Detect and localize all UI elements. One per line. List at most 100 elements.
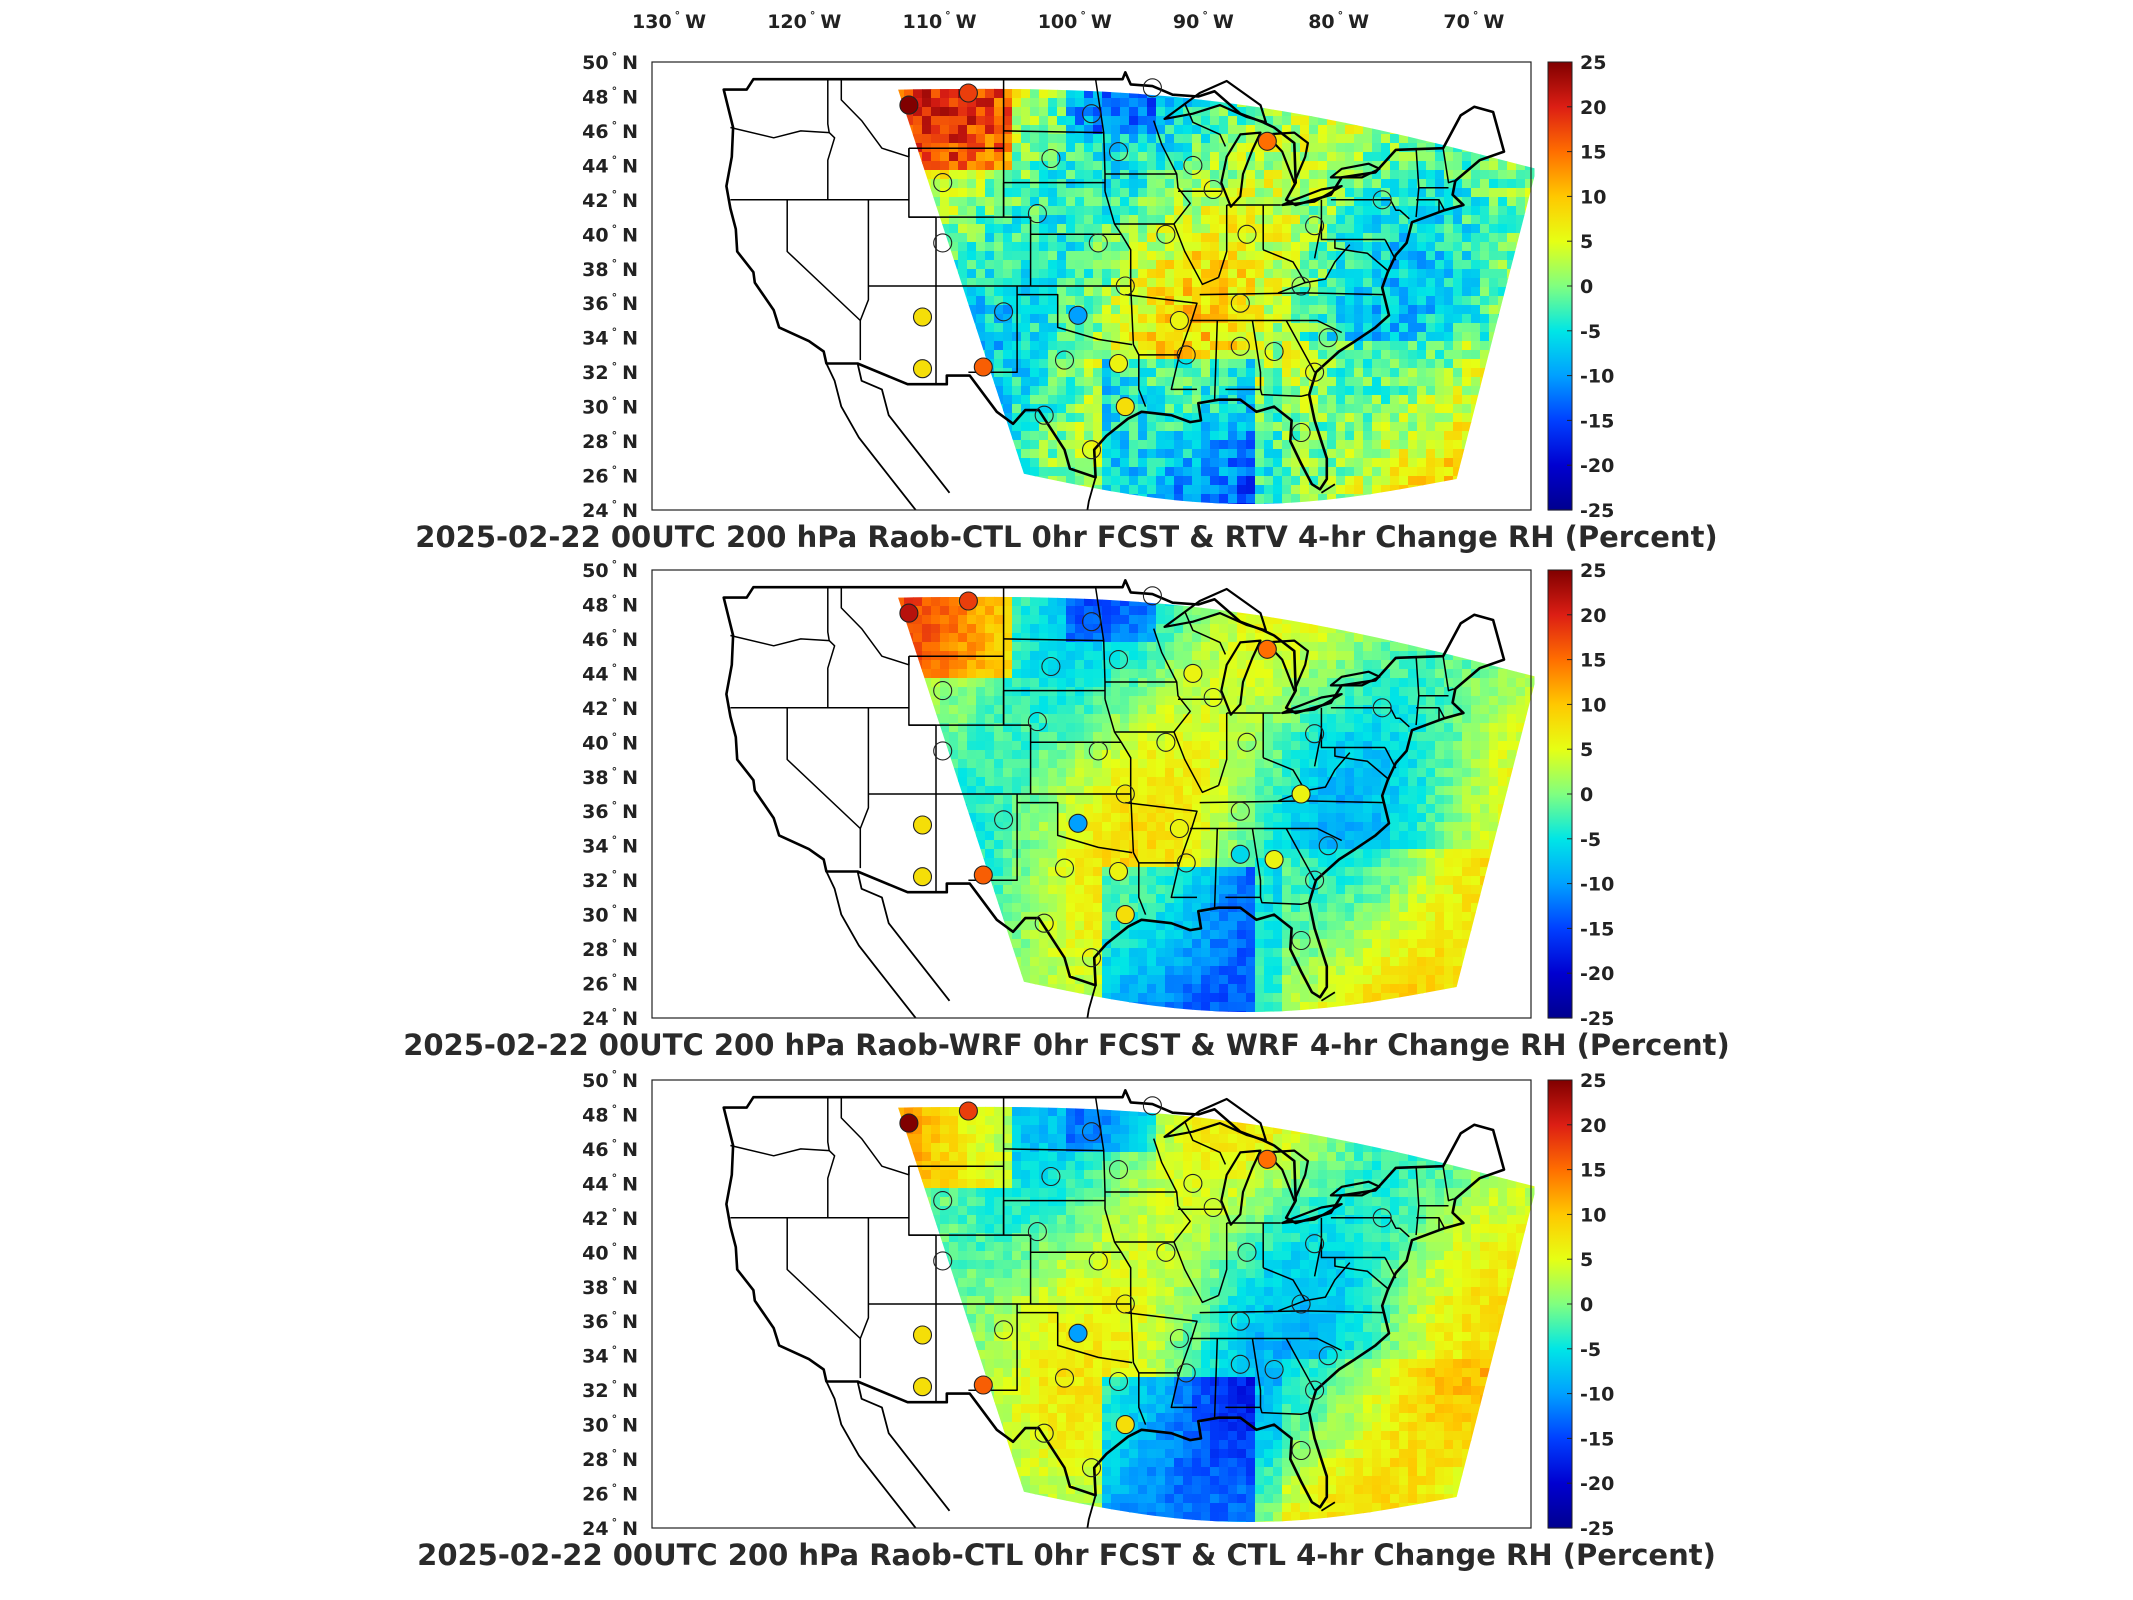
state-border (1305, 1262, 1351, 1302)
colorbar-tick-label: 25 (1580, 1070, 1606, 1092)
great-lake (1220, 639, 1262, 716)
great-lake (1329, 1180, 1381, 1197)
station-marker (912, 359, 933, 379)
station-marker (1257, 1149, 1277, 1169)
station-marker (1108, 861, 1129, 882)
station-marker (1108, 142, 1129, 162)
coastline (825, 871, 917, 1018)
map-panel-1: 50 ° N 48 ° N 46 ° N 44 ° N 42 ° N 40 ° N 38 ° N 36 ° N 34 ° N 32 ° N… (582, 50, 1614, 522)
station-marker (1372, 698, 1392, 718)
state-border (1285, 1338, 1316, 1391)
lat-tick-label: 28 ° N (582, 937, 638, 961)
station-marker (1088, 233, 1108, 253)
station-marker (1291, 1294, 1311, 1314)
station-marker (1156, 732, 1176, 752)
lon-tick-label: 90 ° W (1173, 9, 1234, 33)
state-border (786, 707, 862, 869)
state-border (1017, 293, 1133, 346)
station-marker (1027, 1222, 1047, 1242)
state-border (1173, 1241, 1219, 1304)
state-border (1225, 320, 1262, 391)
state-border (1094, 1097, 1106, 1210)
state-border (1125, 1311, 1198, 1409)
great-lake (1281, 1203, 1343, 1225)
coastline (856, 1381, 951, 1512)
state-border (1262, 249, 1306, 294)
station-marker (958, 1101, 978, 1121)
lat-tick-label: 48 ° N (582, 593, 638, 617)
state-border (1125, 801, 1198, 899)
map-panel-3: 50 ° N 48 ° N 46 ° N 44 ° N 42 ° N 40 ° N 38 ° N 36 ° N 34 ° N 32 ° N… (582, 1068, 1614, 1540)
state-border (1217, 205, 1228, 278)
station-marker (1142, 78, 1162, 98)
coastline (856, 871, 951, 1002)
state-border (1213, 828, 1219, 908)
station-marker (933, 1251, 953, 1271)
colorbar-tick-label: -20 (1580, 963, 1614, 985)
colorbar-tick-label: 10 (1580, 1204, 1606, 1226)
state-border (1173, 223, 1219, 286)
colorbar: 25 20 15 10 5 0 -5 -10 -15 -20 -25 (1547, 1070, 1614, 1540)
station-marker (1183, 155, 1203, 175)
state-border (1104, 698, 1132, 794)
station-marker (1291, 276, 1311, 296)
station-marker (1115, 1294, 1135, 1314)
station-marker (1264, 849, 1284, 870)
station-marker (1108, 1371, 1129, 1392)
station-marker (1183, 1173, 1203, 1193)
station-marker (994, 1320, 1014, 1340)
colorbar-tick-label: -10 (1580, 366, 1614, 388)
lat-tick-label: 28 ° N (582, 1447, 638, 1471)
country-outline (722, 579, 1506, 999)
station-marker (912, 815, 933, 835)
state-border (1305, 244, 1351, 284)
station-marker (1372, 1208, 1392, 1228)
great-lake (1281, 185, 1343, 207)
lat-tick-label: 38 ° N (582, 765, 638, 789)
lat-tick-label: 36 ° N (582, 1309, 638, 1333)
colorbar-tick-label: -25 (1580, 1518, 1614, 1540)
station-marker (1257, 131, 1277, 151)
station-marker (1264, 341, 1284, 362)
lat-tick-label: 48 ° N (582, 1103, 638, 1127)
state-border (1104, 190, 1132, 286)
station-marker (912, 867, 933, 887)
station-marker (1176, 853, 1196, 873)
state-border (1305, 752, 1351, 792)
great-lake (1264, 639, 1309, 692)
station-marker (1318, 328, 1338, 348)
lat-tick-label: 24 ° N (582, 498, 638, 522)
panel-title-2: 2025-02-22 00UTC 200 hPa Raob-WRF 0hr FC… (403, 1028, 1730, 1062)
state-border (1094, 79, 1106, 192)
lat-tick-label: 24 ° N (582, 1516, 638, 1540)
lat-tick-label: 26 ° N (582, 464, 638, 488)
station-marker (994, 302, 1014, 322)
coastline (1086, 1495, 1097, 1528)
station-marker (1081, 1122, 1102, 1142)
lat-tick-label: 40 ° N (582, 1240, 638, 1264)
state-border (1152, 120, 1191, 225)
coastline (1086, 477, 1097, 510)
great-lake (1220, 1149, 1262, 1226)
great-lake (1264, 131, 1309, 184)
station-marker (1142, 586, 1162, 606)
station-marker (958, 83, 978, 103)
station-marker (1372, 190, 1392, 210)
station-marker (1142, 1096, 1162, 1116)
great-lake (1220, 131, 1262, 208)
state-border (1330, 1217, 1400, 1229)
raob-stations (899, 1096, 1392, 1478)
colorbar-tick-label: 5 (1580, 231, 1593, 253)
map-frame (651, 1079, 1532, 1529)
state-border (859, 1217, 870, 1339)
station-marker (973, 865, 993, 885)
state-border (1330, 707, 1400, 719)
station-marker (1291, 784, 1311, 804)
state-border (1399, 717, 1410, 728)
station-marker (1115, 784, 1135, 804)
station-marker (1034, 1423, 1054, 1443)
colorbar-tick-label: -5 (1580, 321, 1601, 343)
coastline (1320, 991, 1336, 1002)
station-marker (973, 1375, 993, 1395)
state-border (1399, 209, 1410, 220)
